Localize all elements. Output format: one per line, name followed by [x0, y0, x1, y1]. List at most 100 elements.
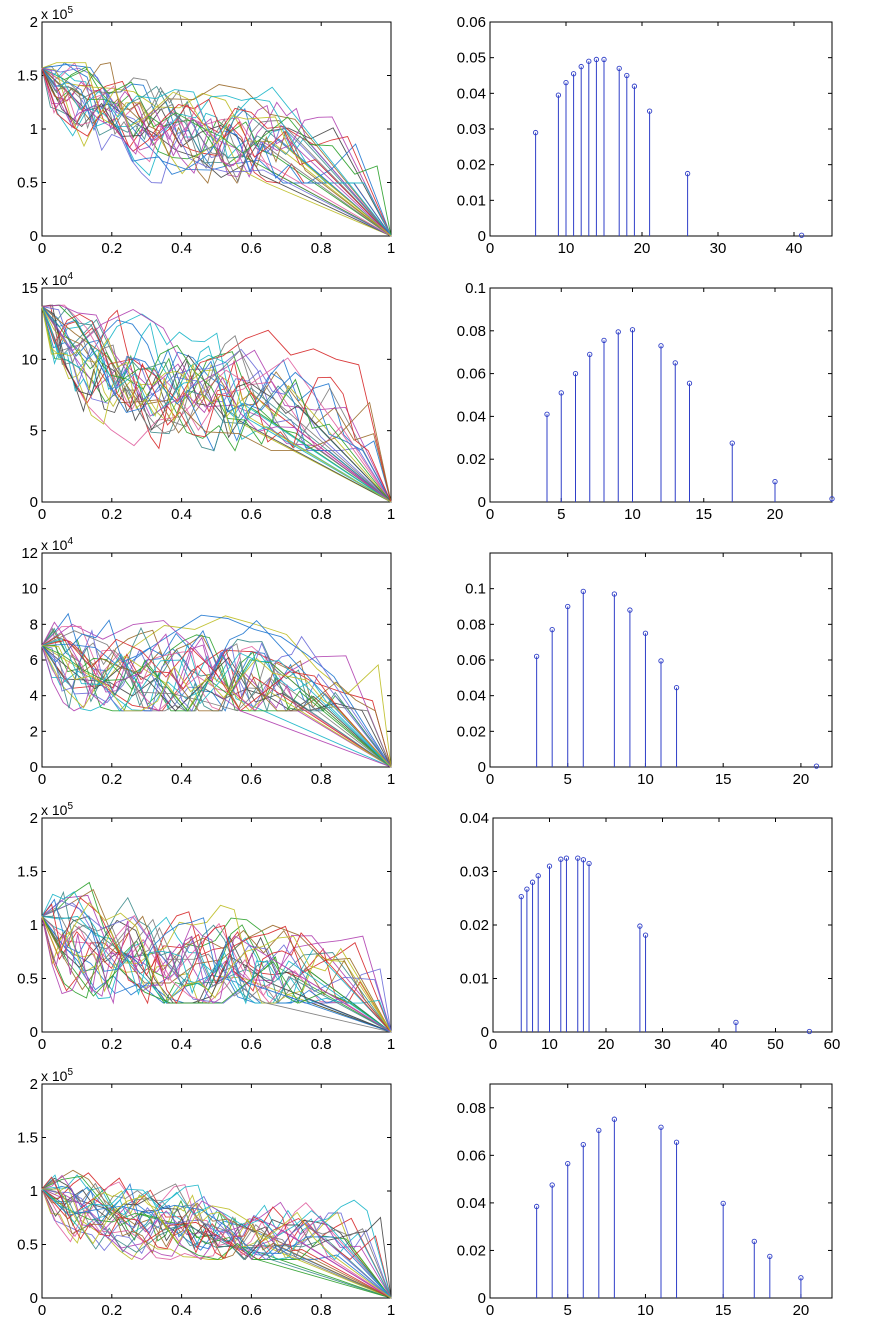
x-tick-label: 1 [387, 1036, 395, 1053]
series-line [41, 1169, 392, 1299]
series-line [41, 1174, 392, 1299]
series-line [41, 1188, 392, 1299]
x-tick-label: 50 [767, 1036, 784, 1053]
stem-marker [611, 591, 618, 597]
y-tick-label: 0.01 [457, 192, 486, 209]
y-tick-label: 0.02 [460, 917, 489, 934]
series-line [41, 638, 392, 768]
stem-marker [546, 863, 553, 869]
x-tick-label: 10 [541, 1036, 558, 1053]
series-line [41, 304, 392, 503]
chart-8: 0 10 20 30 40 50 60 0 0.01 0.02 0.03 0.04 [460, 810, 841, 1053]
y-tick-label: 0.08 [457, 1100, 486, 1117]
series-line [41, 901, 392, 1033]
stem-marker [751, 1238, 757, 1245]
stem-marker [611, 1116, 618, 1122]
x-tick-label: 10 [558, 240, 575, 257]
y-tick-label: 0.04 [457, 85, 486, 102]
series-line [41, 615, 392, 768]
stem-marker [772, 479, 778, 485]
y-tick-label: 0 [481, 1024, 489, 1041]
stem-marker [729, 440, 735, 446]
series-line [41, 306, 392, 503]
x-tick-label: 0 [486, 1302, 494, 1319]
x-tick-label: 40 [786, 240, 803, 257]
x-tick-label: 0 [38, 1036, 46, 1053]
series-line [41, 1188, 392, 1299]
stem-marker [601, 56, 607, 63]
series-line [41, 1188, 392, 1299]
stem-marker [533, 1203, 540, 1210]
x-tick-label: 20 [598, 1036, 615, 1053]
series-line [41, 645, 392, 768]
y-tick-label: 1 [30, 121, 38, 138]
axes-frame [489, 21, 833, 237]
x-tick-label: 0.4 [171, 1302, 192, 1319]
y-tick-label: 0.5 [17, 971, 38, 988]
x-tick-label: 10 [637, 1302, 654, 1319]
y-tick-label: 0.06 [457, 1147, 486, 1164]
series-line [41, 1185, 392, 1299]
y-tick-label: 0.05 [457, 50, 486, 67]
series-line [41, 645, 392, 768]
stem-marker [720, 1200, 726, 1207]
stem-marker [549, 1182, 555, 1188]
y-tick-label: 0.08 [457, 323, 486, 340]
x-tick-label: 0.8 [311, 771, 332, 788]
y-tick-label: 0.02 [457, 451, 486, 468]
y-tick-label: 2 [30, 723, 38, 740]
x-tick-label: 0.8 [311, 240, 332, 257]
series-line [41, 306, 392, 503]
x-tick-label: 10 [637, 771, 654, 788]
series-line [41, 306, 392, 503]
x-tick-label: 40 [711, 1036, 728, 1053]
y-tick-label: 1.5 [17, 864, 38, 881]
series-line [41, 916, 392, 1033]
y-tick-label: 0.5 [17, 1237, 38, 1254]
series-line [41, 916, 392, 1033]
series-line [41, 62, 392, 237]
stem-marker [544, 411, 550, 417]
y-tick-label: 0.04 [457, 408, 486, 425]
series-line [41, 636, 392, 768]
series-line [41, 306, 392, 503]
stem-marker [733, 1019, 739, 1026]
stem-marker [580, 857, 587, 863]
x-tick-label: 0.8 [311, 1036, 332, 1053]
x-tick-label: 0 [38, 1302, 46, 1319]
x-tick-label: 30 [654, 1036, 671, 1053]
x-tick-label: 1 [387, 506, 395, 523]
series-line [41, 914, 392, 1033]
x-tick-label: 1 [387, 771, 395, 788]
stem-marker [767, 1253, 773, 1260]
stem-marker [535, 873, 541, 879]
stem-marker [586, 860, 592, 867]
series-line [41, 1188, 392, 1299]
chart-1: 0 0.2 0.4 0.6 0.8 1 0 0.5 1 1.5 2 x 105 [17, 5, 395, 257]
x-tick-label: 20 [793, 1302, 810, 1319]
stem-marker [578, 63, 584, 70]
stem-marker [658, 1124, 664, 1130]
x-tick-label: 30 [710, 240, 727, 257]
x-tick-label: 0 [486, 506, 494, 523]
chart-9: 0 0.2 0.4 0.6 0.8 1 0 0.5 1 1.5 2 x 105 [17, 1067, 395, 1319]
y-tick-label: 0 [30, 494, 38, 511]
x-tick-label: 0 [486, 240, 494, 257]
series-line [41, 306, 392, 503]
series-line [41, 306, 392, 503]
x-tick-label: 0 [38, 506, 46, 523]
series-line [41, 904, 392, 1033]
series-line [41, 62, 392, 237]
y-tick-label: 1.5 [17, 1130, 38, 1147]
series-line [41, 306, 392, 503]
axes-frame [41, 287, 392, 503]
y-tick-label: 0.01 [460, 971, 489, 988]
stem-marker [570, 71, 577, 77]
x-tick-label: 0.6 [241, 1036, 262, 1053]
x-tick-label: 0.6 [241, 240, 262, 257]
stem-marker [798, 232, 805, 238]
stem-marker [642, 932, 649, 938]
stem-marker [673, 684, 680, 691]
x-tick-label: 5 [564, 771, 572, 788]
